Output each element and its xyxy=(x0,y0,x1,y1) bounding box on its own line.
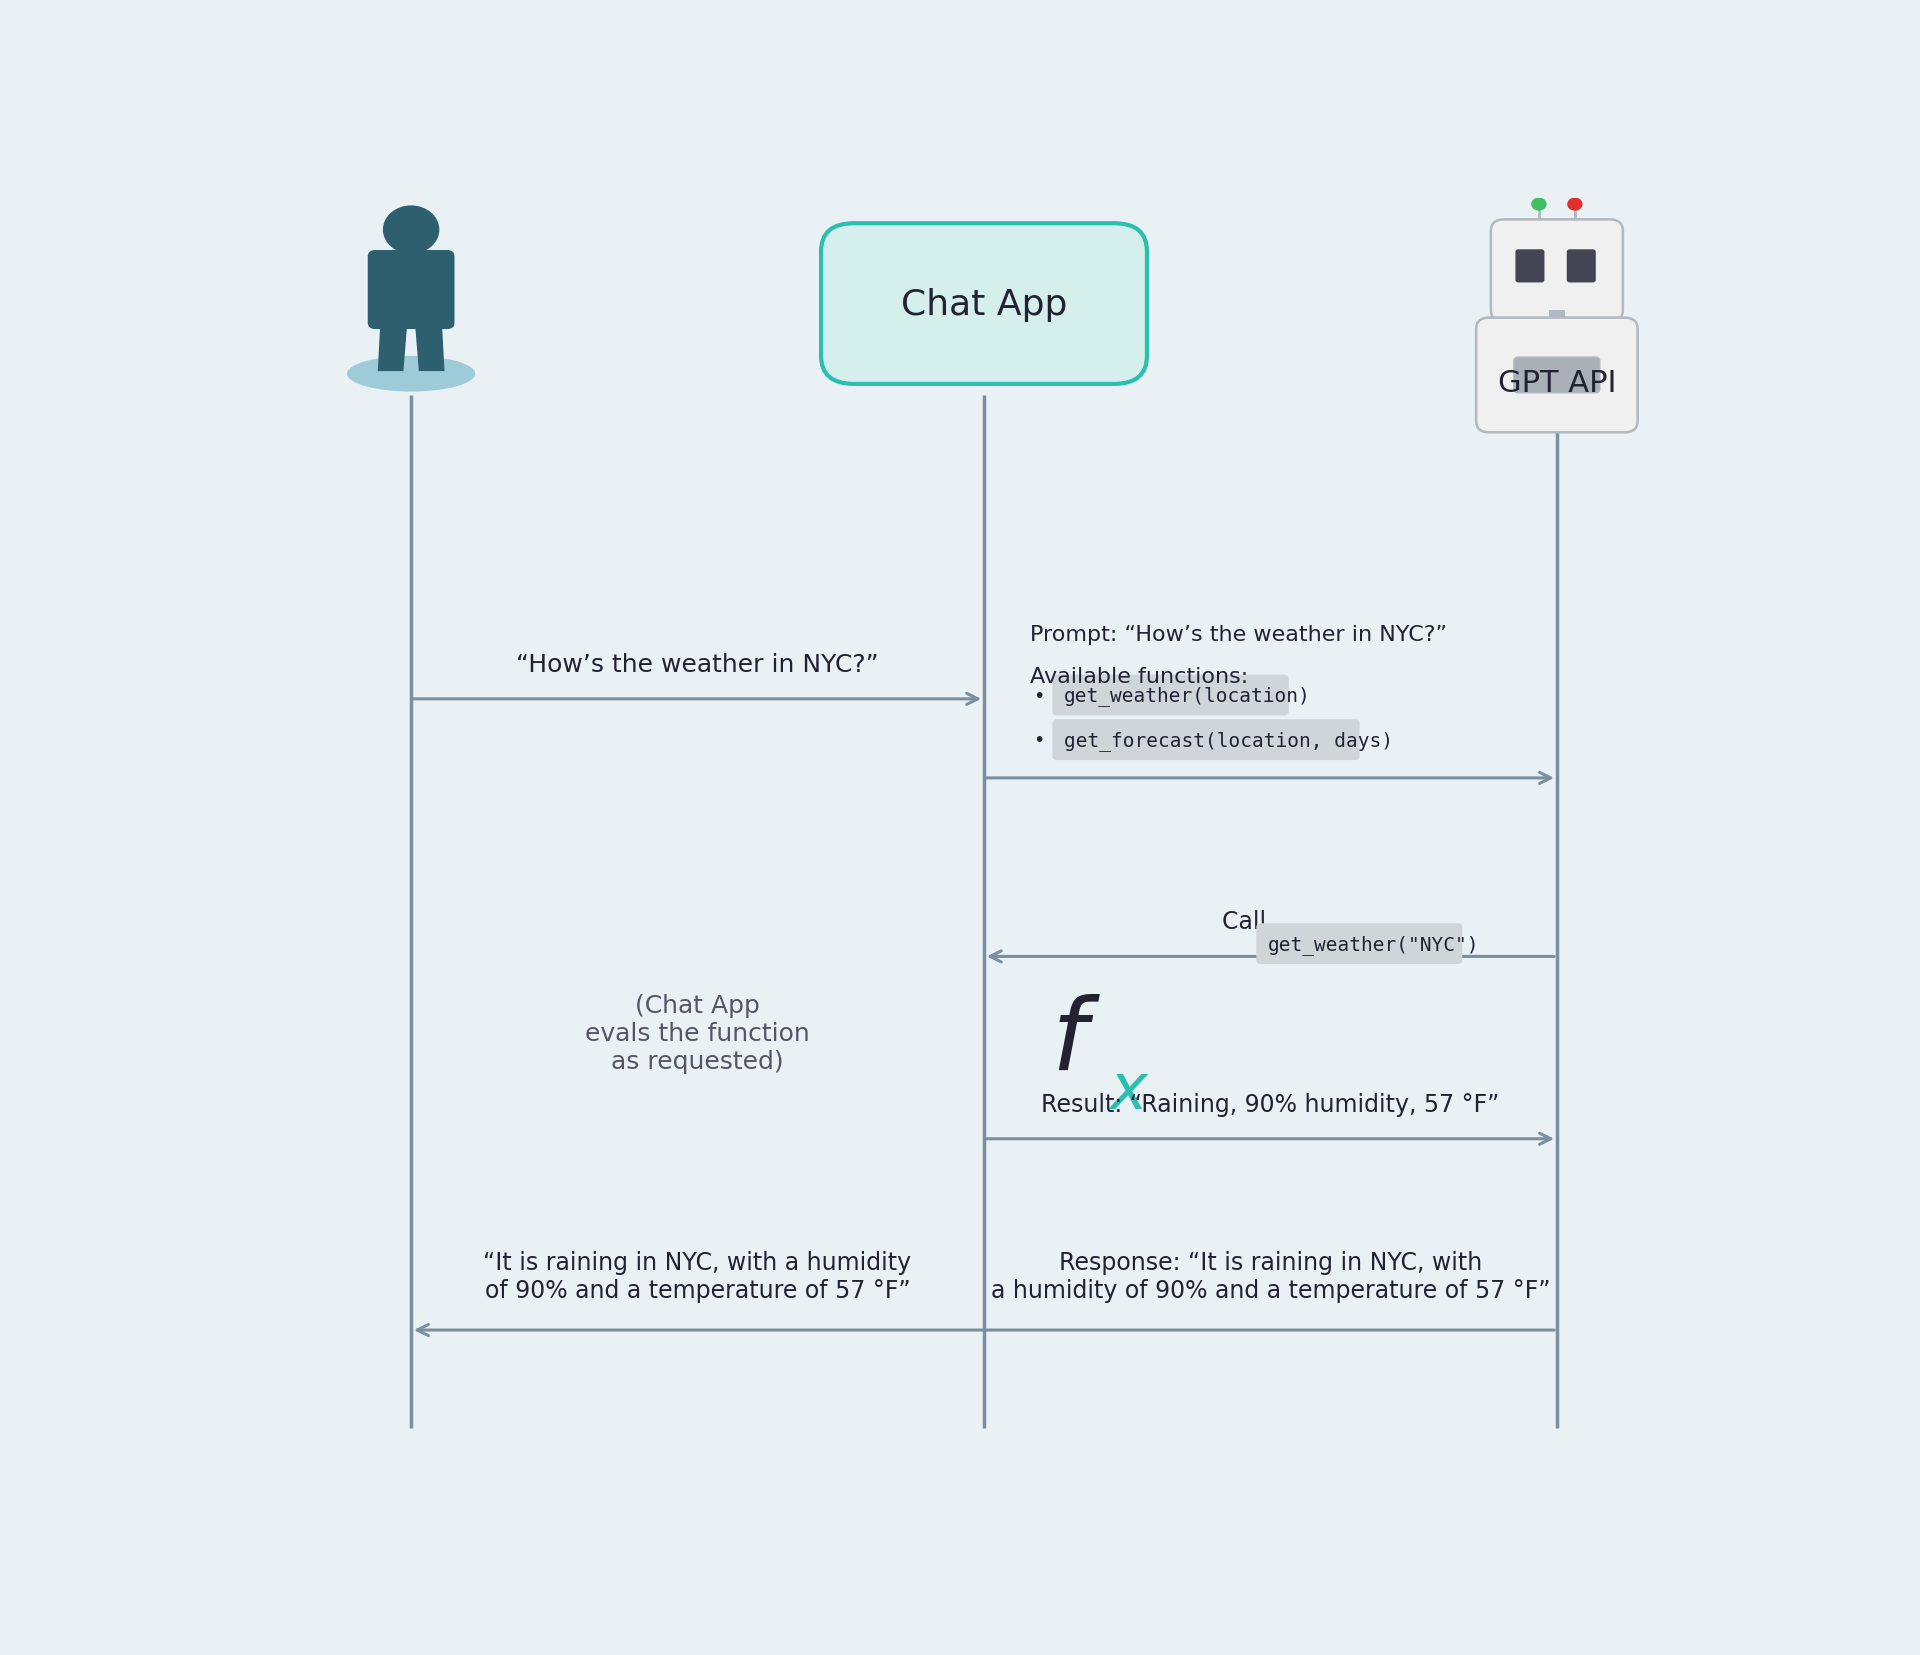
Text: Response: “It is raining in NYC, with
a humidity of 90% and a temperature of 57 : Response: “It is raining in NYC, with a … xyxy=(991,1251,1549,1302)
Ellipse shape xyxy=(348,356,476,392)
Text: Prompt: “How’s the weather in NYC?”: Prompt: “How’s the weather in NYC?” xyxy=(1031,624,1448,644)
Text: “It is raining in NYC, with a humidity
of 90% and a temperature of 57 °F”: “It is raining in NYC, with a humidity o… xyxy=(484,1251,912,1302)
Text: (Chat App
evals the function
as requested): (Chat App evals the function as requeste… xyxy=(586,993,810,1072)
FancyBboxPatch shape xyxy=(1513,357,1599,394)
Text: •: • xyxy=(1033,687,1044,705)
Circle shape xyxy=(382,207,440,255)
FancyBboxPatch shape xyxy=(1052,675,1288,717)
FancyBboxPatch shape xyxy=(1549,311,1565,329)
Polygon shape xyxy=(415,323,445,372)
FancyBboxPatch shape xyxy=(407,248,415,263)
Text: Available functions:: Available functions: xyxy=(1031,667,1248,687)
Text: GPT API: GPT API xyxy=(1498,369,1617,397)
Text: •: • xyxy=(1033,732,1044,750)
FancyBboxPatch shape xyxy=(1256,923,1463,965)
Circle shape xyxy=(1532,199,1548,212)
Text: Call: Call xyxy=(1221,910,1273,933)
Circle shape xyxy=(1567,199,1582,212)
Text: “How’s the weather in NYC?”: “How’s the weather in NYC?” xyxy=(516,652,879,677)
Text: $f$: $f$ xyxy=(1050,995,1100,1091)
FancyBboxPatch shape xyxy=(1515,250,1544,283)
FancyBboxPatch shape xyxy=(369,252,455,329)
FancyBboxPatch shape xyxy=(1021,609,1526,768)
FancyBboxPatch shape xyxy=(1490,220,1622,323)
Text: get_forecast(location, days): get_forecast(location, days) xyxy=(1064,730,1394,750)
FancyBboxPatch shape xyxy=(1567,250,1596,283)
FancyBboxPatch shape xyxy=(822,223,1146,384)
FancyBboxPatch shape xyxy=(1476,318,1638,434)
Text: Chat App: Chat App xyxy=(900,288,1068,321)
Text: $x$: $x$ xyxy=(1108,1059,1150,1122)
Text: get_weather(location): get_weather(location) xyxy=(1064,685,1311,705)
FancyBboxPatch shape xyxy=(1052,720,1359,761)
Polygon shape xyxy=(378,323,407,372)
Text: Result: “Raining, 90% humidity, 57 °F”: Result: “Raining, 90% humidity, 57 °F” xyxy=(1041,1092,1500,1115)
Text: get_weather("NYC"): get_weather("NYC") xyxy=(1269,933,1480,953)
